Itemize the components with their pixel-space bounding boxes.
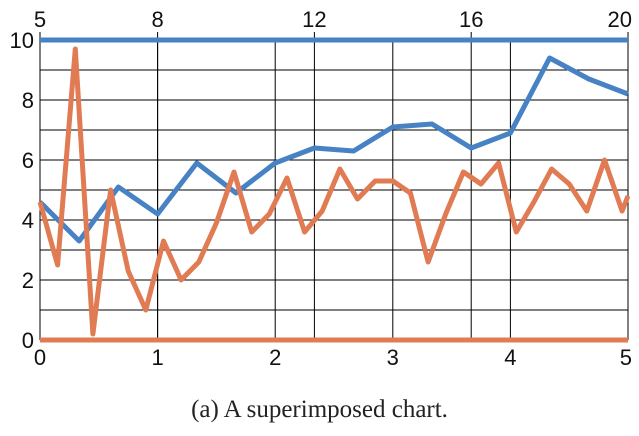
x-top-tick-label: 16 bbox=[459, 7, 483, 32]
series-line-top bbox=[38, 55, 629, 244]
y-tick-label: 8 bbox=[22, 88, 34, 113]
y-tick-label: 2 bbox=[22, 268, 34, 293]
x-bottom-tick-label: 1 bbox=[151, 345, 163, 370]
y-tick-label: 10 bbox=[10, 28, 34, 53]
x-top-tick-label: 5 bbox=[34, 7, 46, 32]
y-tick-label: 0 bbox=[22, 328, 34, 353]
x-top-tick-label: 20 bbox=[608, 7, 632, 32]
axes bbox=[40, 37, 628, 343]
x-bottom-tick-label: 2 bbox=[269, 345, 281, 370]
series-layer bbox=[37, 46, 631, 337]
x-bottom-tick-label: 5 bbox=[620, 345, 632, 370]
series-line-bottom bbox=[37, 46, 631, 337]
y-tick-label: 6 bbox=[22, 148, 34, 173]
chart-caption: (a) A superimposed chart. bbox=[191, 396, 448, 423]
x-bottom-tick-label: 3 bbox=[387, 345, 399, 370]
x-bottom-tick-label: 4 bbox=[504, 345, 516, 370]
x-top-tick-label: 8 bbox=[151, 7, 163, 32]
x-top-tick-label: 12 bbox=[302, 7, 326, 32]
x-bottom-tick-label: 0 bbox=[34, 345, 46, 370]
y-tick-label: 4 bbox=[22, 208, 34, 233]
